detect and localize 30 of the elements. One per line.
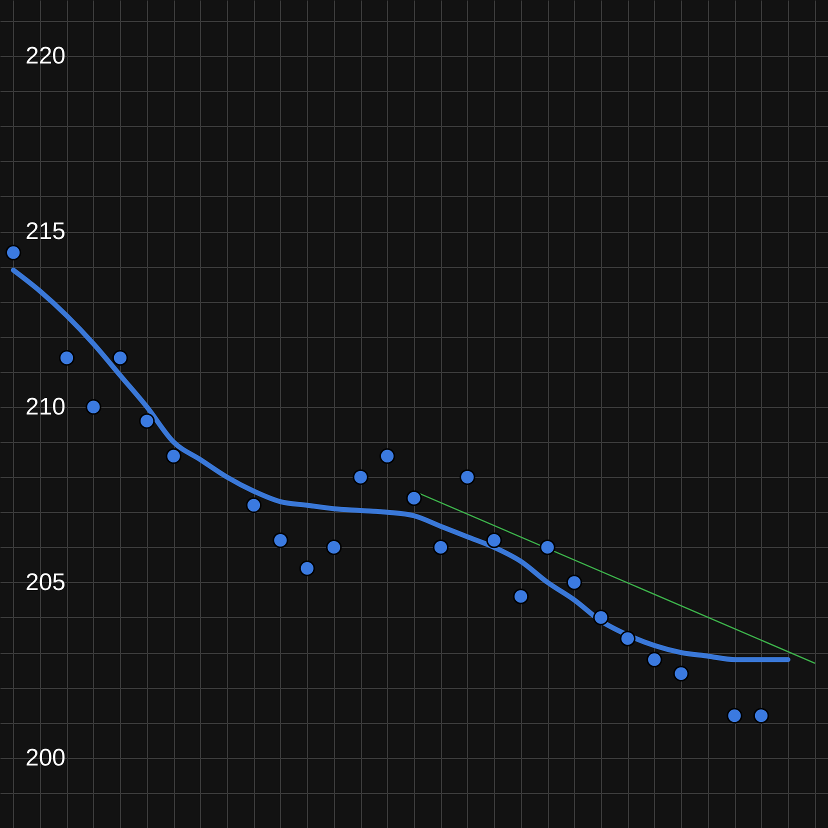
point bbox=[86, 399, 102, 415]
y-tick-label: 200 bbox=[25, 744, 66, 772]
point bbox=[299, 560, 315, 576]
point bbox=[246, 497, 262, 514]
point bbox=[379, 448, 396, 464]
point bbox=[352, 469, 368, 485]
y-tick-label: 215 bbox=[25, 218, 66, 246]
point bbox=[58, 350, 75, 366]
point bbox=[646, 652, 662, 668]
point bbox=[620, 630, 636, 646]
y-tick-label: 220 bbox=[25, 42, 66, 70]
point bbox=[272, 532, 288, 548]
point bbox=[753, 708, 770, 724]
point bbox=[326, 540, 342, 556]
point bbox=[139, 413, 155, 429]
point bbox=[6, 244, 22, 260]
point bbox=[566, 574, 582, 590]
point bbox=[673, 666, 689, 682]
point bbox=[406, 490, 422, 506]
y-tick-label: 205 bbox=[25, 568, 66, 596]
point bbox=[593, 610, 609, 626]
point bbox=[432, 540, 449, 556]
point bbox=[726, 708, 742, 724]
point bbox=[540, 540, 556, 556]
point bbox=[486, 532, 502, 548]
y-tick-label: 210 bbox=[25, 393, 66, 420]
point bbox=[166, 448, 182, 464]
point bbox=[460, 469, 476, 485]
point bbox=[112, 350, 128, 366]
point bbox=[513, 588, 529, 604]
